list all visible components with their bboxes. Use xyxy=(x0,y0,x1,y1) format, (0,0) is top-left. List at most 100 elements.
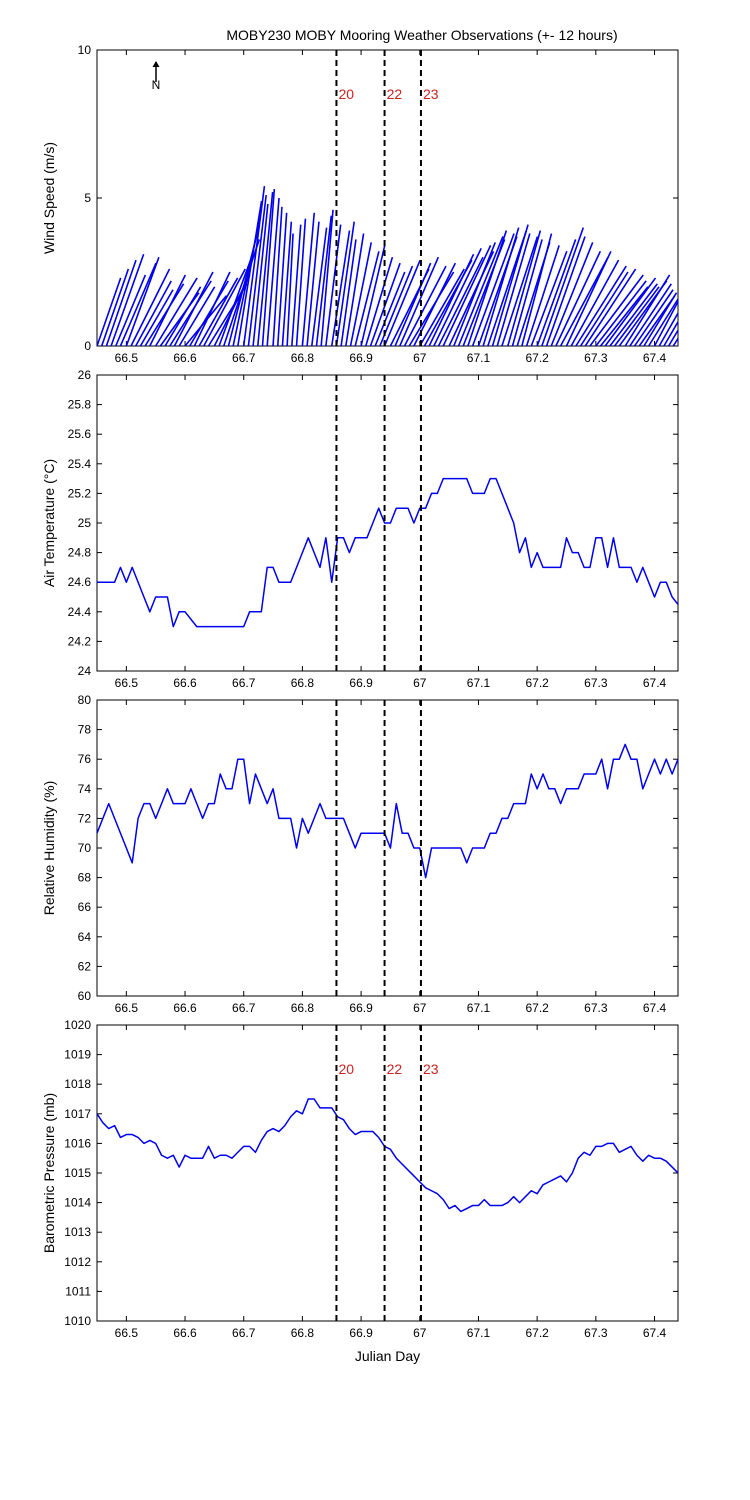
y-tick-label: 1016 xyxy=(64,1136,91,1150)
plot-frame xyxy=(96,699,679,997)
wind-stick xyxy=(677,344,678,346)
wind-stick xyxy=(467,230,508,346)
wind-stick xyxy=(365,256,394,346)
wind-stick xyxy=(428,253,475,346)
wind-stick xyxy=(325,224,342,346)
x-tick-label: 67.3 xyxy=(584,1326,608,1340)
wind-stick xyxy=(399,256,440,346)
y-axis-label: Relative Humidity (%) xyxy=(41,781,57,916)
wind-stick xyxy=(354,251,380,346)
x-tick-label: 67.1 xyxy=(467,351,491,365)
wind-stick xyxy=(419,268,465,346)
y-tick-label: 1013 xyxy=(64,1225,91,1239)
y-tick-label: 80 xyxy=(78,693,92,707)
marker-label: 22 xyxy=(387,1061,403,1077)
x-tick-label: 66.8 xyxy=(291,1326,315,1340)
wind-stick xyxy=(291,224,302,346)
wind-stick xyxy=(453,242,496,346)
x-tick-label: 66.9 xyxy=(349,1326,373,1340)
wind-stick xyxy=(149,274,187,346)
wind-stick xyxy=(575,265,627,346)
marker-label: 22 xyxy=(387,86,403,102)
chart-pressure: 66.5 66.6 66.7 66.8 66.9 67 67.1 67.2 67.3 67.4 10… xyxy=(41,1018,679,1364)
x-tick-label: 66.7 xyxy=(232,1001,256,1015)
wind-stick xyxy=(198,277,239,346)
wind-stick xyxy=(144,283,185,346)
marker-label: 20 xyxy=(338,1061,354,1077)
wind-stick xyxy=(374,271,406,346)
x-axis-label: Julian Day xyxy=(355,1348,420,1364)
x-tick-label: 66.8 xyxy=(291,351,315,365)
y-tick-label: 66 xyxy=(78,900,92,914)
y-tick-label: 25.2 xyxy=(68,486,92,500)
wind-stick xyxy=(257,192,274,346)
x-tick-label: 67.3 xyxy=(584,1001,608,1015)
wind-stick xyxy=(301,212,316,346)
x-tick-label: 67.2 xyxy=(525,1001,549,1015)
wind-stick xyxy=(110,253,145,346)
wind-stick xyxy=(511,239,543,346)
wind-stick xyxy=(525,245,560,346)
wind-stick xyxy=(507,230,542,346)
y-tick-label: 1020 xyxy=(64,1018,91,1032)
y-tick-label: 72 xyxy=(78,811,92,825)
plots-group: 66.5 66.6 66.7 66.8 66.9 67 67.1 67.2 67.3 67.4 0 5… xyxy=(41,43,679,1364)
y-tick-label: 64 xyxy=(78,930,92,944)
y-tick-label: 25 xyxy=(78,516,92,530)
wind-stick xyxy=(595,280,647,346)
y-axis-label: Wind Speed (m/s) xyxy=(41,142,57,254)
y-tick-label: 62 xyxy=(78,959,92,973)
wind-stick xyxy=(169,280,212,346)
y-tick-label: 1017 xyxy=(64,1107,91,1121)
wind-stick xyxy=(624,274,671,346)
wind-stick xyxy=(613,286,660,346)
wind-stick xyxy=(629,283,672,346)
wind-stick xyxy=(609,283,658,346)
x-tick-label: 66.5 xyxy=(115,676,139,690)
wind-stick xyxy=(135,280,172,346)
y-tick-label: 24.8 xyxy=(68,546,92,560)
wind-stick xyxy=(320,209,334,346)
y-axis-label: Air Temperature (°C) xyxy=(41,459,57,587)
wind-stick xyxy=(433,247,482,346)
x-tick-label: 66.6 xyxy=(173,1326,197,1340)
y-tick-label: 60 xyxy=(78,989,92,1003)
y-tick-label: 1010 xyxy=(64,1314,91,1328)
wind-stick xyxy=(633,289,674,346)
y-tick-label: 24.6 xyxy=(68,575,92,589)
x-tick-label: 67 xyxy=(413,676,427,690)
wind-stick xyxy=(345,233,365,346)
wind-stick xyxy=(471,233,515,346)
data-layer xyxy=(97,477,678,628)
y-tick-label: 25.4 xyxy=(68,457,92,471)
x-tick-label: 66.5 xyxy=(115,351,139,365)
x-tick-label: 67.4 xyxy=(643,1326,667,1340)
chart-humidity: 66.5 66.6 66.7 66.8 66.9 67 67.1 67.2 67.3 67.4 60… xyxy=(41,693,679,1015)
x-tick-label: 67 xyxy=(413,1001,427,1015)
wind-stick xyxy=(408,271,455,346)
wind-stick xyxy=(545,236,586,346)
wind-stick xyxy=(203,268,246,346)
wind-stick xyxy=(530,250,568,346)
wind-stick xyxy=(360,245,386,346)
wind-stick xyxy=(349,242,373,346)
y-tick-label: 68 xyxy=(78,871,92,885)
wind-stick xyxy=(276,212,288,346)
wind-stick xyxy=(496,233,531,346)
y-tick-label: 1018 xyxy=(64,1077,91,1091)
x-tick-label: 66.9 xyxy=(349,676,373,690)
y-tick-label: 1019 xyxy=(64,1048,91,1062)
wind-stick xyxy=(559,256,609,346)
figure-title: MOBY230 MOBY Mooring Weather Observation… xyxy=(226,27,617,43)
wind-stick xyxy=(286,233,294,346)
wind-stick xyxy=(501,236,539,346)
wind-stick xyxy=(570,259,620,346)
wind-stick xyxy=(218,256,253,346)
wind-stick xyxy=(155,277,198,346)
chart-air-temp: 66.5 66.6 66.7 66.8 66.9 67 67.1 67.2 67.3 67.4 24… xyxy=(41,368,679,690)
wind-stick xyxy=(672,336,678,346)
wind-stick xyxy=(565,250,612,346)
x-tick-label: 66.7 xyxy=(232,351,256,365)
series-line-humidity xyxy=(97,743,678,879)
